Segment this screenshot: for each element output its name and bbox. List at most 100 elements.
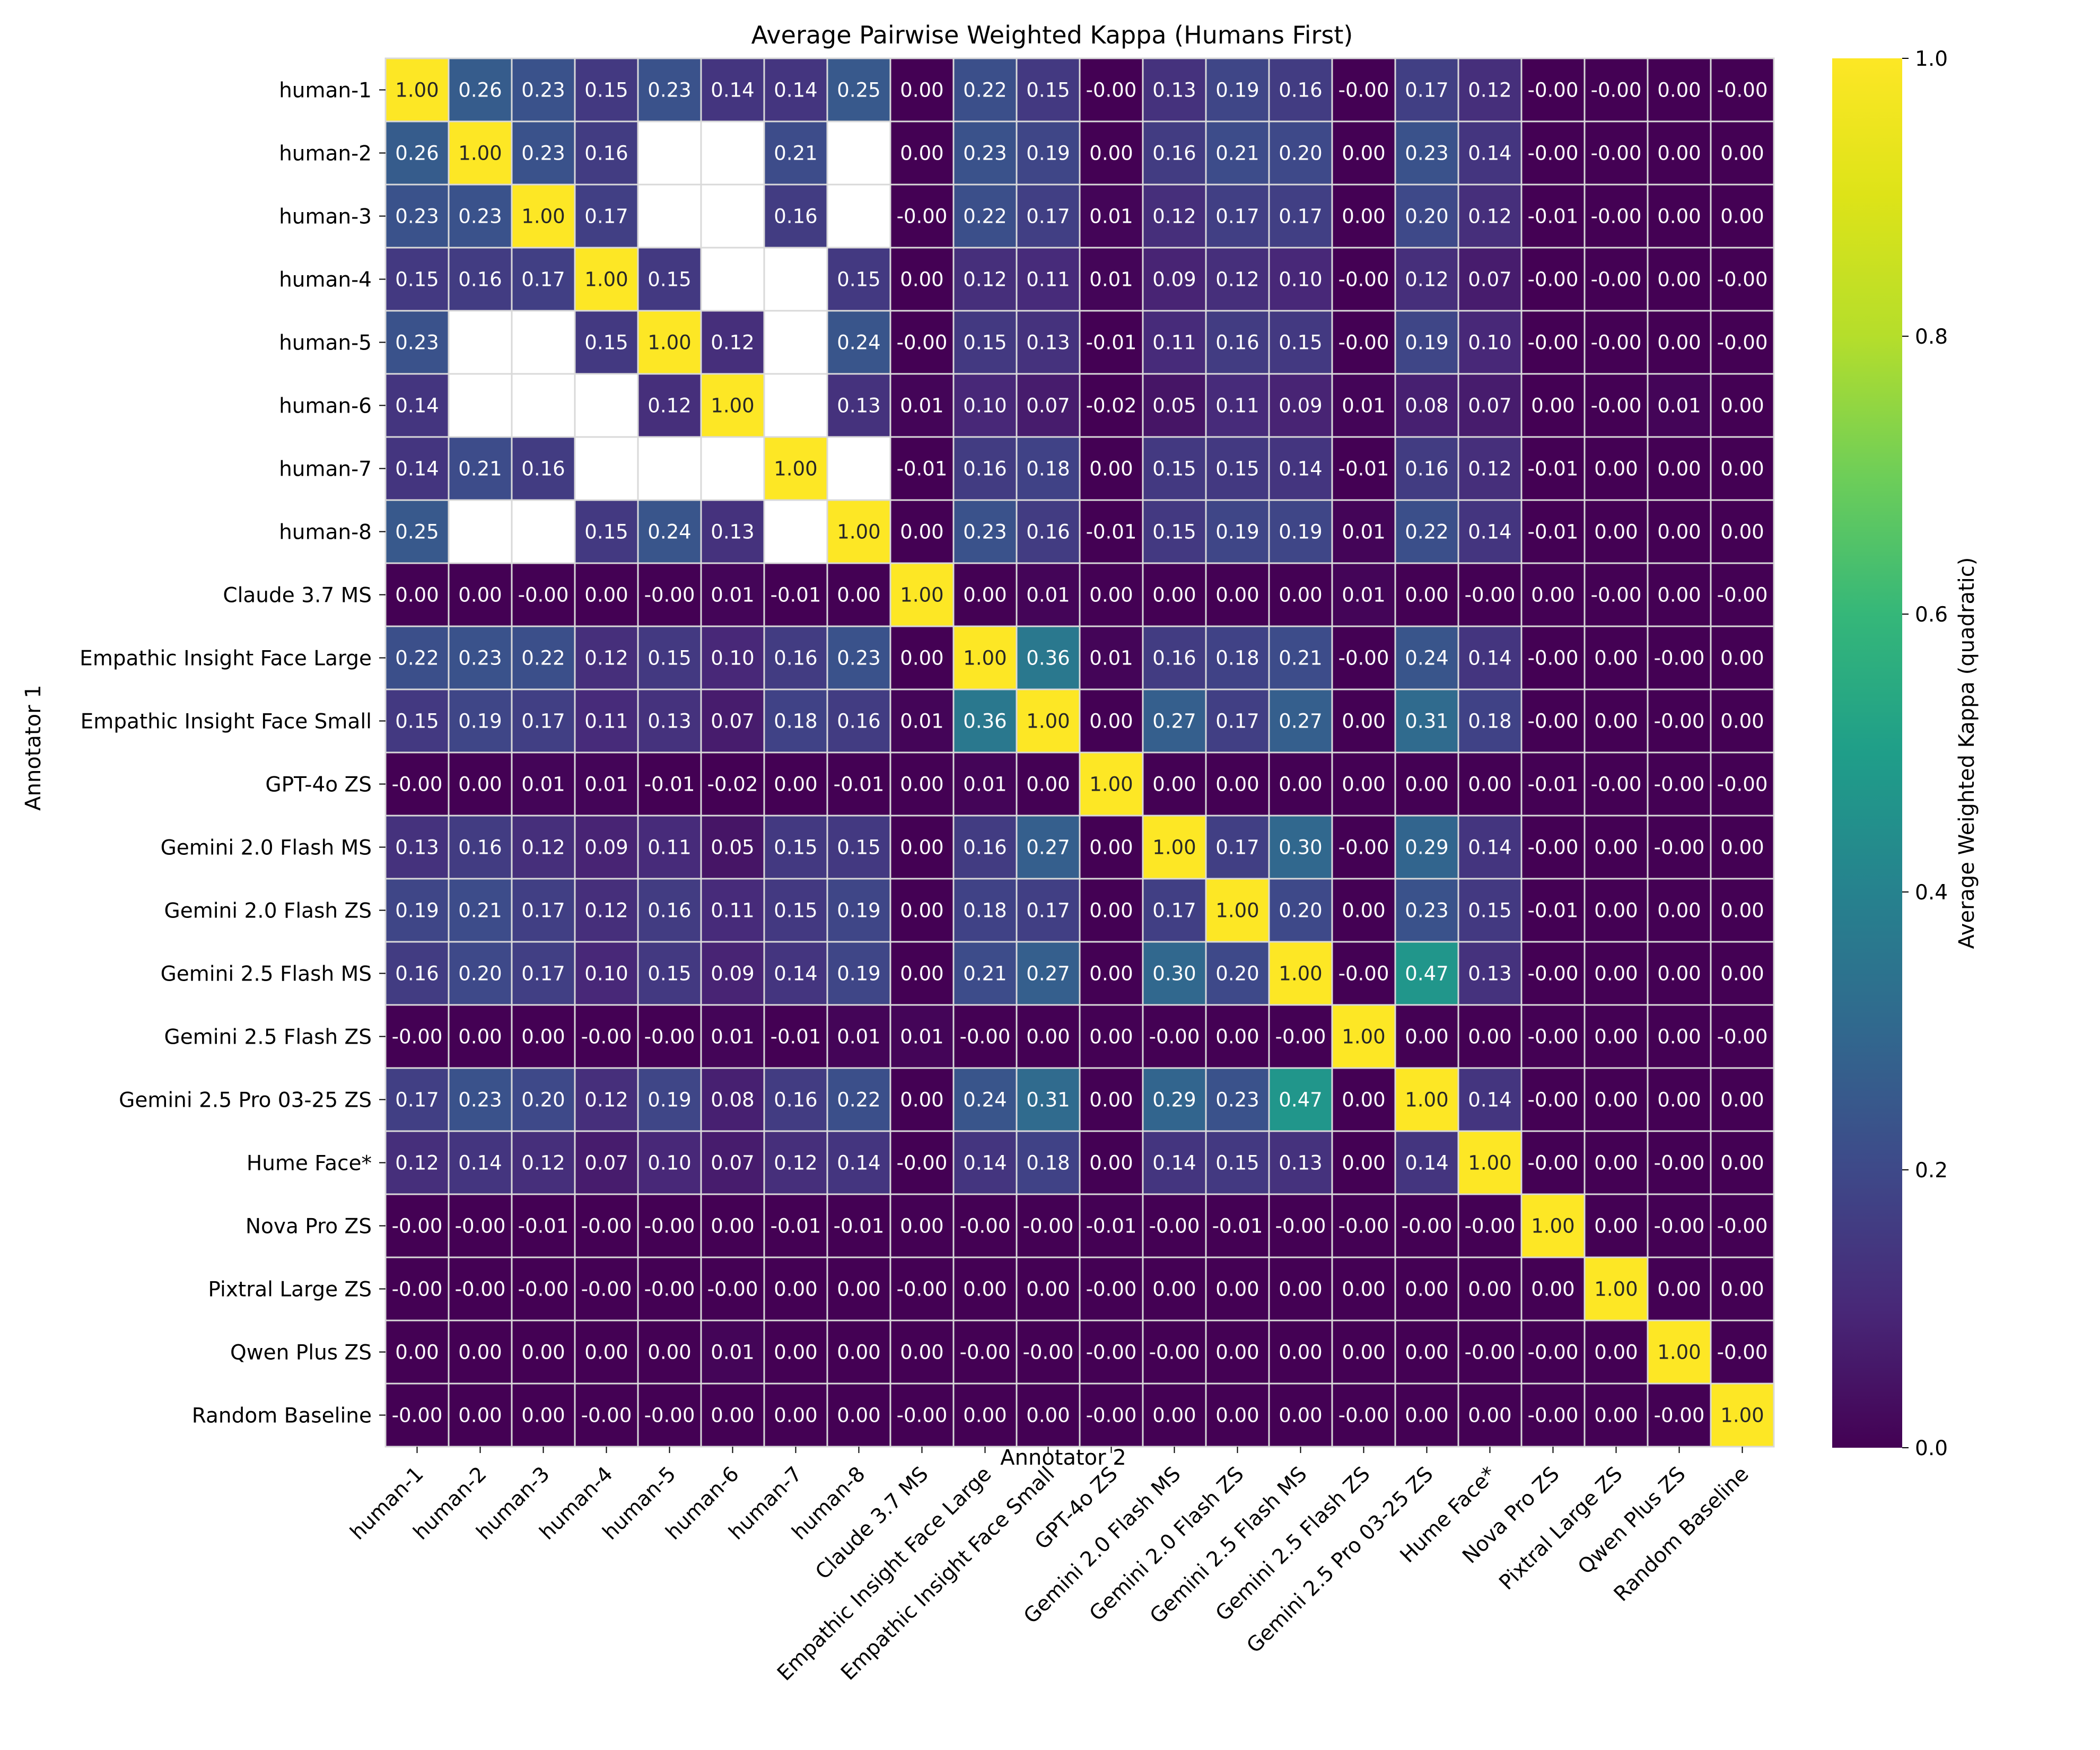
heatmap-cell-value: 0.00	[900, 647, 943, 670]
heatmap-cell	[637, 815, 702, 880]
heatmap-cell-value: 0.25	[837, 79, 880, 102]
heatmap-cell-value: 0.16	[837, 710, 880, 733]
heatmap-cell-value: 0.15	[395, 710, 439, 733]
heatmap-cells: 1.00 0.26 0.23 0.15 0.23 0.14 0.14 0.25 0.00 0.22…	[384, 57, 1775, 1448]
heatmap-cell-value: 0.00	[1720, 1278, 1764, 1301]
heatmap-cell-value: -0.00	[1654, 773, 1705, 796]
heatmap-cell-value: 0.14	[395, 458, 439, 480]
heatmap-cell-value: 0.11	[1152, 331, 1196, 354]
heatmap-cell	[384, 878, 450, 943]
heatmap-cell-value: 0.00	[1720, 962, 1764, 985]
heatmap-cell	[952, 499, 1018, 564]
heatmap-cell-value: 0.24	[648, 521, 691, 544]
heatmap-cell-value: -0.01	[1528, 521, 1579, 544]
heatmap-cell-value: -0.00	[392, 1404, 443, 1427]
heatmap-cell-value: 0.17	[1215, 836, 1259, 859]
heatmap-cell-value: 0.00	[1405, 773, 1448, 796]
heatmap-cell	[574, 1067, 639, 1132]
heatmap-cell-value: 0.00	[395, 584, 439, 607]
heatmap-cell	[1647, 373, 1712, 438]
heatmap-cell-value: 0.21	[774, 142, 817, 165]
heatmap-cell	[889, 751, 955, 817]
heatmap-cell	[1583, 1193, 1649, 1258]
heatmap-cell-value: 0.23	[458, 647, 502, 670]
heatmap-cell	[1016, 625, 1081, 690]
heatmap-cell-value: 0.12	[395, 1152, 439, 1175]
heatmap-cell-value: 0.09	[1279, 395, 1322, 417]
heatmap-cell-value: 0.15	[774, 899, 817, 922]
heatmap-cell-value: 0.17	[1279, 205, 1322, 228]
heatmap-cell	[1520, 815, 1586, 880]
heatmap-cell	[448, 878, 513, 943]
heatmap-cell-value: 0.23	[1215, 1089, 1259, 1112]
heatmap-cell	[1647, 1193, 1712, 1258]
heatmap-cell-value: -0.00	[1528, 331, 1579, 354]
heatmap-cell-value: 0.23	[648, 79, 691, 102]
heatmap-cell-value: 0.16	[1279, 79, 1322, 102]
heatmap-cell-value: 0.15	[1279, 331, 1322, 354]
heatmap-cell-value: 0.00	[1594, 1215, 1638, 1238]
heatmap-cell-value: 0.00	[1720, 1152, 1764, 1175]
heatmap-cell-value: 0.01	[1026, 584, 1070, 607]
y-tick-label: human-4	[279, 268, 372, 292]
heatmap-cell-value: 0.00	[774, 1341, 817, 1364]
heatmap-cell-value: 0.11	[711, 899, 754, 922]
heatmap-cell-value: 0.29	[1152, 1089, 1196, 1112]
heatmap-cell-value: 0.19	[458, 710, 502, 733]
heatmap-cell	[637, 1256, 702, 1322]
heatmap-cell	[700, 373, 765, 438]
heatmap-cell	[448, 625, 513, 690]
heatmap-cell	[763, 183, 828, 249]
heatmap-cell	[1079, 562, 1144, 627]
heatmap-cell-value: -0.01	[1212, 1215, 1263, 1238]
heatmap-cell	[700, 751, 765, 817]
heatmap-cell	[1142, 1319, 1207, 1385]
heatmap-cell	[1457, 310, 1522, 375]
heatmap-cell	[1583, 373, 1649, 438]
heatmap-cell-empty	[574, 373, 639, 438]
heatmap-cell-value: 0.00	[1531, 395, 1574, 417]
heatmap-cell-value: 0.00	[1657, 79, 1701, 102]
heatmap-cell	[826, 373, 891, 438]
heatmap-cell-value: -0.00	[1591, 142, 1642, 165]
heatmap-cell	[1268, 815, 1333, 880]
heatmap-cell	[763, 815, 828, 880]
heatmap-cell	[1520, 436, 1586, 501]
heatmap-cell	[952, 941, 1018, 1006]
heatmap-cell	[952, 1130, 1018, 1195]
heatmap-cell	[448, 941, 513, 1006]
heatmap-cell-value: -0.01	[1338, 458, 1389, 480]
heatmap-cell	[1142, 499, 1207, 564]
heatmap-cell-value: -0.00	[581, 1404, 632, 1427]
heatmap-cell-value: 0.21	[963, 962, 1007, 985]
heatmap-cell-value: 0.12	[1215, 268, 1259, 291]
heatmap-cell-value: 0.00	[1089, 836, 1133, 859]
heatmap-cell-value: 0.01	[900, 395, 943, 417]
heatmap-cell	[511, 1130, 576, 1195]
heatmap-cell-value: 0.09	[584, 836, 628, 859]
heatmap-cell-value: 0.07	[1468, 268, 1511, 291]
heatmap-cell-value: 0.00	[1657, 331, 1701, 354]
heatmap-cell	[826, 688, 891, 754]
heatmap-cell-value: 0.00	[900, 268, 943, 291]
heatmap-cell-value: -0.00	[1149, 1026, 1200, 1048]
heatmap-cell-value: 0.01	[1342, 521, 1385, 544]
heatmap-cell	[1394, 120, 1459, 186]
heatmap-cell-value: -0.00	[644, 1278, 695, 1301]
heatmap-cell-value: -0.00	[1149, 1215, 1200, 1238]
heatmap-cell	[1710, 1319, 1775, 1385]
heatmap-cell-value: 0.00	[1152, 1404, 1196, 1427]
heatmap-cell	[826, 562, 891, 627]
heatmap-cell-value: 0.12	[1468, 79, 1511, 102]
heatmap-cell	[1268, 436, 1333, 501]
heatmap-cell-value: 0.17	[1405, 79, 1448, 102]
heatmap-cell	[1647, 1319, 1712, 1385]
heatmap-cell-value: 0.07	[584, 1152, 628, 1175]
heatmap-cell	[1016, 436, 1081, 501]
heatmap-cell	[1142, 1382, 1207, 1448]
heatmap-cell	[826, 878, 891, 943]
heatmap-cell	[1205, 247, 1270, 312]
heatmap-cell-value: 0.09	[1152, 268, 1196, 291]
heatmap-cell	[1520, 1067, 1586, 1132]
heatmap-cell-value: 0.14	[774, 79, 817, 102]
